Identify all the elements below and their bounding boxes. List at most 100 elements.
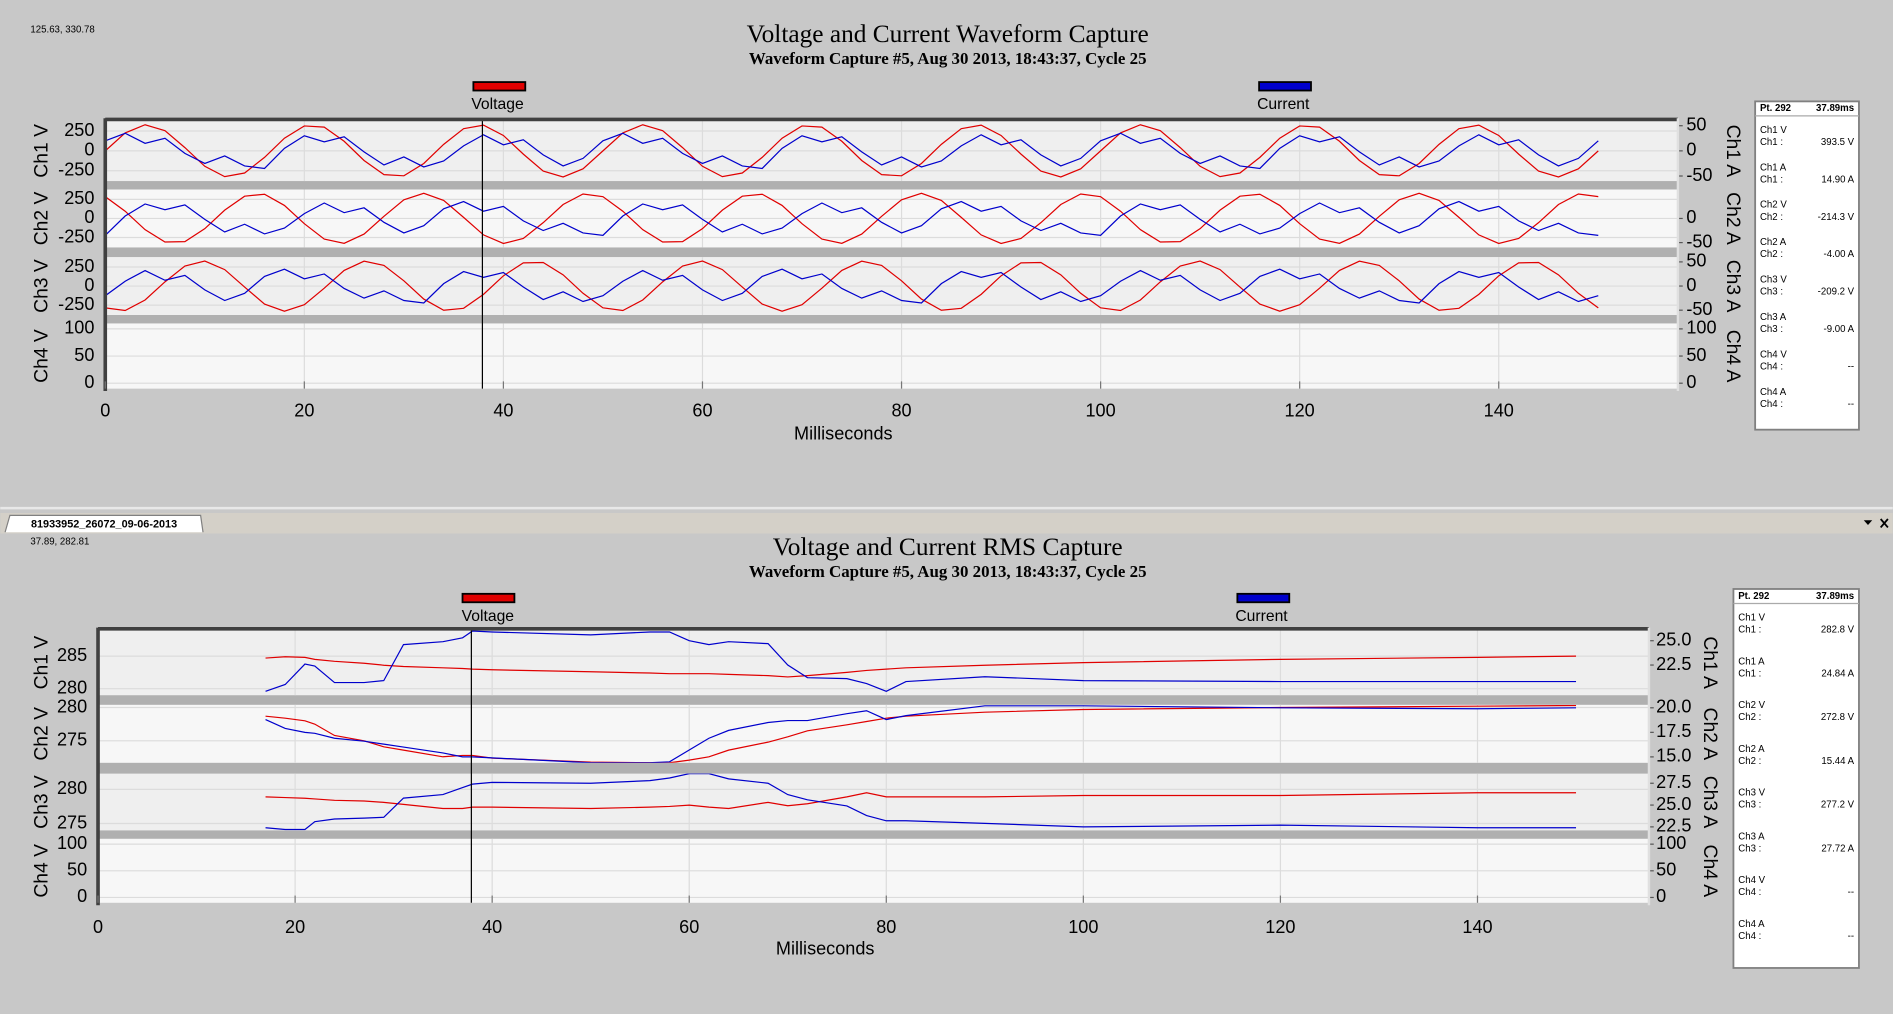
x-tick-label: 0 bbox=[93, 917, 103, 937]
x-tick-label: 0 bbox=[100, 400, 110, 420]
y-tick-label: 100 bbox=[64, 318, 94, 338]
y2-tick-label: 0 bbox=[1686, 275, 1696, 295]
y2-tick-label: 0 bbox=[1686, 372, 1696, 392]
x-tick-label: 20 bbox=[294, 400, 314, 420]
y2-axis-label: Ch3 A bbox=[1722, 260, 1743, 313]
x-tick-label: 40 bbox=[493, 400, 513, 420]
readout-label: Ch2 V bbox=[1738, 700, 1765, 711]
voltage-line bbox=[265, 704, 1577, 763]
tab[interactable] bbox=[4, 514, 204, 533]
y-tick-label: -250 bbox=[58, 159, 94, 179]
legend-swatch bbox=[1258, 81, 1312, 92]
readout-channel: Ch4 : bbox=[1738, 887, 1761, 898]
legend-label: Voltage bbox=[462, 608, 515, 625]
chart-title: Voltage and Current RMS Capture bbox=[773, 533, 1123, 561]
y2-axis-label: Ch2 A bbox=[1699, 708, 1720, 761]
x-tick-label: 80 bbox=[876, 917, 896, 937]
y-axis-label: Ch2 V bbox=[32, 192, 53, 246]
y-tick-label: 50 bbox=[67, 860, 87, 880]
y2-axis-label: Ch4 A bbox=[1722, 330, 1743, 383]
readout-value: -- bbox=[1848, 931, 1854, 942]
x-axis-label: Milliseconds bbox=[776, 939, 875, 959]
chart-title: Voltage and Current Waveform Capture bbox=[747, 20, 1149, 48]
legend-swatch bbox=[1236, 592, 1291, 604]
y2-tick-label: 0 bbox=[1656, 886, 1666, 906]
y-tick-label: 50 bbox=[74, 345, 94, 365]
readout-channel: Ch4 : bbox=[1738, 931, 1761, 942]
readout-point: Pt. 292 bbox=[1760, 103, 1791, 114]
y-tick-label: 280 bbox=[57, 696, 87, 716]
chart-subtitle: Waveform Capture #5, Aug 30 2013, 18:43:… bbox=[749, 562, 1147, 581]
y-tick-label: 275 bbox=[57, 812, 87, 832]
x-tick-label: 60 bbox=[679, 917, 699, 937]
readout-channel: Ch2 : bbox=[1760, 249, 1783, 260]
y2-axis-label: Ch1 A bbox=[1699, 636, 1720, 689]
legend-swatch bbox=[461, 592, 516, 604]
tab-label: 81933952_26072_09-06-2013 bbox=[31, 518, 177, 530]
legend-swatch bbox=[472, 81, 527, 92]
y2-tick-label: 25.0 bbox=[1656, 794, 1691, 814]
x-tick-label: 80 bbox=[891, 400, 911, 420]
readout-value: 272.8 V bbox=[1821, 712, 1855, 723]
readout-value: 27.72 A bbox=[1821, 843, 1854, 854]
readout-label: Ch2 A bbox=[1760, 237, 1787, 248]
readout-channel: Ch1 : bbox=[1738, 668, 1761, 679]
y2-tick-label: 0 bbox=[1686, 207, 1696, 227]
y-tick-label: 100 bbox=[57, 833, 87, 853]
current-line bbox=[105, 268, 1599, 304]
y2-tick-label: 0 bbox=[1686, 140, 1696, 160]
readout-value: -4.00 A bbox=[1824, 249, 1855, 260]
current-line bbox=[105, 132, 1599, 170]
y2-tick-label: 22.5 bbox=[1656, 816, 1691, 836]
y2-tick-label: 27.5 bbox=[1656, 772, 1691, 792]
x-tick-label: 140 bbox=[1462, 917, 1492, 937]
y-tick-label: -250 bbox=[58, 226, 94, 246]
readout-value: 282.8 V bbox=[1821, 625, 1855, 636]
y2-tick-label: 50 bbox=[1686, 115, 1706, 135]
readout-value: -- bbox=[1848, 361, 1854, 372]
x-tick-label: 100 bbox=[1086, 400, 1116, 420]
x-tick-label: 20 bbox=[285, 917, 305, 937]
y2-axis-label: Ch2 A bbox=[1722, 192, 1743, 245]
plot-panel bbox=[98, 704, 1649, 763]
voltage-line bbox=[265, 792, 1577, 810]
tab-menu[interactable] bbox=[1863, 520, 1873, 526]
readout-value: -214.3 V bbox=[1818, 212, 1855, 223]
readout-value: -9.00 A bbox=[1824, 324, 1855, 335]
y-axis-label: Ch4 V bbox=[32, 844, 53, 898]
readout-time: 37.89ms bbox=[1816, 103, 1854, 114]
x-tick-label: 140 bbox=[1484, 400, 1514, 420]
readout-value: -209.2 V bbox=[1818, 287, 1855, 298]
y2-tick-label: -50 bbox=[1686, 165, 1712, 185]
voltage-line bbox=[265, 655, 1577, 678]
y-tick-label: 0 bbox=[84, 207, 94, 227]
readout-channel: Ch3 : bbox=[1760, 287, 1783, 298]
legend-label: Current bbox=[1257, 96, 1310, 113]
y-tick-label: 280 bbox=[57, 778, 87, 798]
x-tick-label: 40 bbox=[482, 917, 502, 937]
y2-tick-label: -50 bbox=[1686, 299, 1712, 319]
plot-panel bbox=[98, 630, 1649, 696]
y-tick-label: 0 bbox=[84, 140, 94, 160]
y-axis-label: Ch1 V bbox=[32, 124, 53, 178]
readout-channel: Ch4 : bbox=[1760, 399, 1783, 410]
y-tick-label: 250 bbox=[64, 188, 94, 208]
readout-channel: Ch3 : bbox=[1760, 324, 1783, 335]
current-line bbox=[265, 773, 1577, 831]
readout-label: Ch2 A bbox=[1738, 744, 1765, 755]
readout-label: Ch2 V bbox=[1760, 200, 1787, 211]
readout-label: Ch3 V bbox=[1738, 788, 1765, 799]
y-tick-label: 275 bbox=[57, 730, 87, 750]
readout-channel: Ch3 : bbox=[1738, 843, 1761, 854]
panel-separator bbox=[98, 830, 1649, 839]
readout-channel: Ch4 : bbox=[1760, 361, 1783, 372]
tab-close[interactable] bbox=[1879, 518, 1889, 529]
panel-separator bbox=[98, 762, 1649, 774]
readout-label: Ch1 V bbox=[1760, 125, 1787, 136]
readout-time: 37.89ms bbox=[1816, 591, 1854, 602]
readout-channel: Ch1 : bbox=[1760, 137, 1783, 148]
y-tick-label: 280 bbox=[57, 677, 87, 697]
y-axis-label: Ch2 V bbox=[32, 707, 53, 761]
y-axis-label: Ch3 V bbox=[32, 259, 53, 313]
current-line bbox=[105, 200, 1599, 236]
